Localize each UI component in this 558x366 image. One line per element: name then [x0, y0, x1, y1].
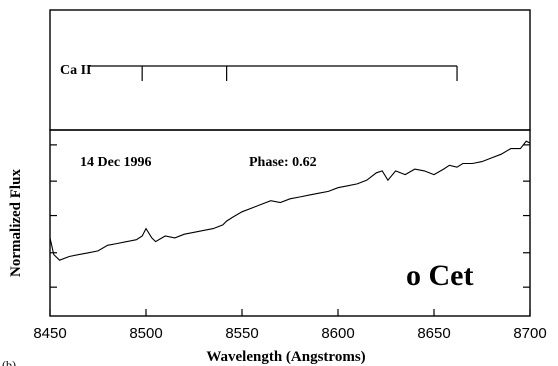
y-axis-label: Normalized Flux — [8, 169, 24, 277]
x-tick-label-8500: 8500 — [129, 325, 162, 342]
y-axis-ticks — [50, 144, 530, 288]
x-tick-label-8450: 8450 — [33, 325, 66, 342]
line-id-marks — [88, 65, 458, 81]
star-name-label: o Cet — [406, 259, 473, 292]
x-axis-label: Wavelength (Angstroms) — [206, 349, 365, 365]
x-tick-label-8600: 8600 — [321, 325, 354, 342]
top-panel-frame — [49, 9, 531, 131]
x-tick-label-8550: 8550 — [225, 325, 258, 342]
spectrum-series-line — [49, 140, 531, 261]
panel-tag: (b) — [2, 358, 16, 366]
x-tick-label-8700: 8700 — [513, 325, 546, 342]
observation-date-label: 14 Dec 1996 — [80, 155, 152, 170]
plot-frame — [49, 129, 531, 317]
line-id-label: Ca II — [60, 63, 92, 78]
x-axis-ticks: 8450 8500 8550 8600 8650 8700 — [33, 309, 547, 342]
x-tick-label-8650: 8650 — [417, 325, 450, 342]
phase-label: Phase: 0.62 — [249, 155, 317, 170]
